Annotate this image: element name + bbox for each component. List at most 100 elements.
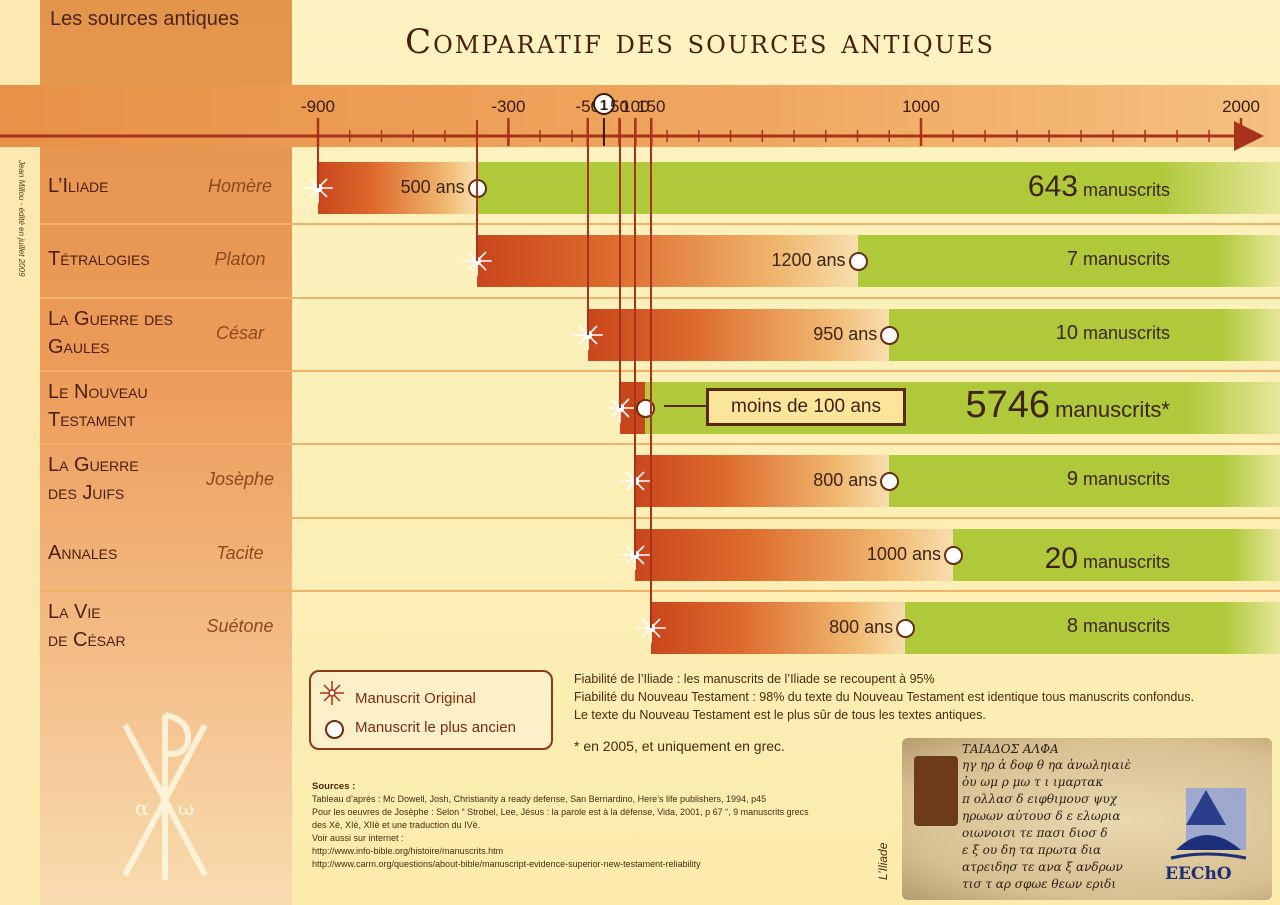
manuscripts-bar [953, 528, 1280, 581]
work-title: La Guerre des Gaules [48, 305, 173, 361]
alpha-letter: α [135, 796, 149, 820]
year-guide-line [586, 120, 589, 335]
gap-duration-label: 1000 ans [866, 543, 941, 564]
original-gap-bar [476, 235, 858, 288]
original-gap-bar [635, 528, 953, 581]
circle-icon [325, 720, 344, 739]
row-divider [40, 369, 1280, 372]
axis-tick-label: 50 [610, 97, 629, 116]
sources-title: Sources : [312, 781, 356, 792]
omega-letter: ω [178, 796, 194, 820]
nt-gap-callout: moins de 100 ans [706, 388, 906, 426]
manuscript-count-number: 20 [1044, 541, 1078, 575]
original-gap-bar [635, 455, 890, 508]
gap-duration-label: 800 ans [829, 616, 894, 637]
work-title: Tétralogies [48, 245, 150, 273]
work-title-line: La Guerre [48, 454, 139, 477]
source-line: Pour les oeuvres de Josèphe : Selon “ St… [312, 807, 809, 817]
axis-tick-label: -900 [301, 97, 335, 116]
left-column [0, 0, 292, 905]
manuscripts-bar [889, 455, 1280, 508]
manuscript-count: 8 manuscrits [940, 615, 1170, 638]
row-divider [40, 296, 1280, 299]
manuscript-line: π ολλασ δ ειφθιμουσ ψυχ [962, 792, 1118, 806]
year-one-marker [592, 93, 615, 115]
work-title: La Guerre des Juifs [48, 451, 139, 507]
manuscripts-bar [889, 308, 1280, 361]
axis-tick-label: -300 [491, 97, 525, 116]
manuscript-count-word: manuscrits [1082, 615, 1170, 636]
manuscript-count: 5746 manuscrits* [940, 384, 1170, 427]
work-title-line: Gaules [48, 335, 110, 358]
axis-tick-label: 2000 [1222, 97, 1260, 116]
axis-tick-label: 1 [600, 97, 608, 114]
row-divider [40, 223, 1280, 226]
manuscripts-bar [476, 162, 1280, 214]
source-link[interactable]: http://www.info-bible.org/histoire/manus… [312, 846, 504, 856]
oldest-manuscript-marker [944, 545, 963, 565]
year-guide-line [317, 120, 319, 188]
legend-oldest-label: Manuscrit le plus ancien [355, 719, 516, 736]
manuscript-line: ὀυ ωμ ρ μω τ ι ιμαρτακ [962, 775, 1104, 789]
author-name: Josèphe [205, 469, 275, 490]
gap-duration-label: 800 ans [813, 470, 878, 491]
manuscript-count-word: manuscrits [1082, 469, 1170, 490]
manuscripts-bar [857, 235, 1280, 288]
year-guide-line [475, 120, 478, 262]
gap-duration-label: 1200 ans [771, 250, 846, 271]
notes: Fiabilité de l’Iliade : les manuscrits d… [574, 670, 1194, 724]
manuscripts-bar [905, 601, 1280, 654]
year-guide-line [650, 120, 653, 602]
page-title: Comparatif des sources antiques [405, 22, 995, 62]
manuscript-line: ατρειδησ τε ανα ξ ανδρων [962, 860, 1123, 874]
oldest-manuscript-marker [880, 325, 900, 345]
note-iliade: Fiabilité de l’Iliade : les manuscrits d… [574, 672, 935, 686]
work-title-line: Tétralogies [48, 248, 150, 271]
original-manuscript-star-icon [636, 612, 667, 643]
star-icon [320, 681, 344, 705]
original-gap-bar [587, 308, 890, 361]
illuminated-initial [914, 756, 958, 826]
legend: Manuscrit Original Manuscrit le plus anc… [309, 670, 553, 750]
manuscript-count-word: manuscrits [1082, 180, 1170, 200]
work-title-line: La Vie [48, 600, 101, 623]
manuscript-count-number: 7 [1066, 248, 1078, 271]
work-title-line: de César [48, 628, 126, 651]
work-title: La Vie de César [48, 598, 126, 654]
manuscript-count-number: 5746 [965, 383, 1051, 426]
manuscript-count-number: 10 [1055, 321, 1078, 344]
left-strip [0, 0, 40, 905]
source-line: Voir aussi sur internet : [312, 833, 404, 843]
original-manuscript-star-icon [572, 319, 603, 350]
eecho-logo [1170, 788, 1247, 860]
chi-rho-symbol: α ω [122, 712, 208, 880]
manuscript-line: ε ξ ου δη τα πρωτα δια [962, 843, 1102, 857]
manuscript-count-word: manuscrits [1082, 551, 1170, 572]
manuscript-count-number: 643 [1027, 170, 1078, 203]
note-nt: Fiabilité du Nouveau Testament : 98% du … [574, 690, 1195, 704]
author-name: Suétone [206, 615, 274, 636]
image-caption-text: L’Iliade [876, 842, 890, 880]
manuscript-count-word: manuscrits [1082, 322, 1170, 343]
sources: Sources : Tableau d’après : Mc Dowell, J… [312, 780, 809, 871]
manuscript-count: 9 manuscrits [940, 468, 1170, 491]
work-title-line: Testament [48, 408, 136, 431]
image-caption: L’Iliade [876, 830, 896, 890]
work-title: L’Iliade [48, 172, 108, 200]
original-manuscript-star-icon [604, 392, 635, 423]
oldest-manuscript-marker [896, 618, 916, 638]
manuscript-count-word: manuscrits [1082, 249, 1170, 270]
work-title-line: des Juifs [48, 482, 125, 505]
legend-original-label: Manuscrit Original [355, 690, 476, 707]
oldest-manuscript-marker [880, 472, 900, 492]
manuscript-count-word: manuscrits* [1055, 396, 1170, 422]
manuscript-count-number: 9 [1066, 468, 1078, 491]
manuscript-count: 7 manuscrits [940, 248, 1170, 271]
row-divider [40, 589, 1280, 592]
manuscript-count: 20 manuscrits [940, 542, 1170, 576]
source-link[interactable]: http://www.carm.org/questions/about-bibl… [312, 859, 701, 869]
source-line: Tableau d’après : Mc Dowell, Josh, Chris… [312, 794, 767, 804]
year-guide-line [634, 120, 637, 555]
manuscript-count: 643 manuscrits [940, 170, 1170, 204]
